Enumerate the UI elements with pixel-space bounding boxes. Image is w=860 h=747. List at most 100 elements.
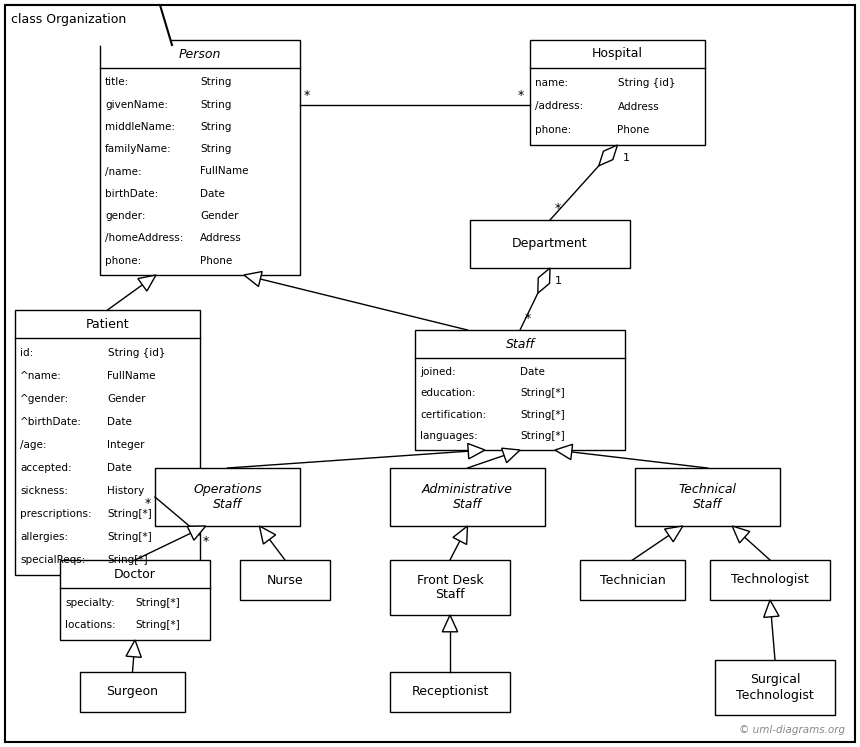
Text: 1: 1 [623, 153, 630, 163]
Text: gender:: gender: [105, 211, 145, 221]
Text: String {id}: String {id} [617, 78, 675, 88]
Text: birthDate:: birthDate: [105, 189, 158, 199]
Bar [100, 40, 300, 275]
Text: prescriptions:: prescriptions: [20, 509, 92, 519]
Text: FullName: FullName [108, 371, 156, 381]
Text: Hospital: Hospital [592, 48, 643, 61]
Bar [470, 220, 630, 268]
Text: © uml-diagrams.org: © uml-diagrams.org [739, 725, 845, 735]
Bar [580, 560, 685, 600]
Bar [390, 468, 545, 526]
Text: givenName:: givenName: [105, 100, 168, 110]
Text: /address:: /address: [535, 102, 583, 111]
Text: sickness:: sickness: [20, 486, 68, 496]
Polygon shape [538, 268, 550, 294]
Polygon shape [732, 526, 750, 543]
Text: specialty:: specialty: [65, 598, 114, 608]
Polygon shape [468, 444, 485, 459]
Text: Department: Department [513, 238, 588, 250]
Text: String[*]: String[*] [520, 409, 565, 420]
Bar [240, 560, 330, 600]
Text: Phone: Phone [617, 125, 650, 134]
Text: Surgical
Technologist: Surgical Technologist [736, 674, 814, 701]
Text: *: * [304, 89, 310, 102]
Text: String: String [200, 144, 231, 154]
Text: id:: id: [20, 348, 34, 358]
Text: *: * [518, 89, 525, 102]
Text: ^gender:: ^gender: [20, 394, 70, 404]
Text: education:: education: [420, 388, 476, 398]
Polygon shape [453, 526, 468, 545]
Polygon shape [501, 448, 520, 462]
Text: Technologist: Technologist [731, 574, 809, 586]
Text: Address: Address [200, 233, 242, 244]
Polygon shape [555, 444, 573, 459]
Text: Operations
Staff: Operations Staff [194, 483, 261, 511]
Text: phone:: phone: [105, 255, 141, 265]
Text: Administrative
Staff: Administrative Staff [422, 483, 513, 511]
Text: Address: Address [617, 102, 660, 111]
Text: String[*]: String[*] [135, 598, 180, 608]
Text: Receptionist: Receptionist [411, 686, 488, 698]
Bar [60, 560, 210, 640]
Polygon shape [5, 5, 172, 45]
Text: name:: name: [535, 78, 568, 88]
Text: Date: Date [520, 367, 545, 377]
Text: familyName:: familyName: [105, 144, 172, 154]
Text: specialReqs:: specialReqs: [20, 555, 85, 565]
Text: Technician: Technician [599, 574, 666, 586]
Text: Phone: Phone [200, 255, 232, 265]
Text: /name:: /name: [105, 167, 142, 176]
Bar [715, 660, 835, 715]
Text: joined:: joined: [420, 367, 456, 377]
Text: String[*]: String[*] [108, 509, 152, 519]
Text: Nurse: Nurse [267, 574, 304, 586]
Text: Gender: Gender [200, 211, 238, 221]
Text: /homeAddress:: /homeAddress: [105, 233, 183, 244]
Text: *: * [555, 202, 562, 215]
Text: ^name:: ^name: [20, 371, 62, 381]
Polygon shape [138, 275, 156, 291]
Bar [635, 468, 780, 526]
Bar [390, 560, 510, 615]
Text: *: * [145, 497, 151, 510]
Polygon shape [665, 526, 683, 542]
Polygon shape [187, 526, 206, 540]
Bar [15, 310, 200, 575]
Text: accepted:: accepted: [20, 463, 71, 473]
Text: Sring[*]: Sring[*] [108, 555, 148, 565]
Polygon shape [764, 600, 779, 617]
Polygon shape [442, 615, 458, 632]
Text: Patient: Patient [86, 317, 129, 330]
Polygon shape [599, 145, 617, 166]
Text: Person: Person [179, 48, 221, 61]
Text: String {id}: String {id} [108, 348, 165, 358]
Text: Date: Date [108, 463, 132, 473]
Text: Date: Date [200, 189, 224, 199]
Text: Staff: Staff [506, 338, 535, 350]
Text: History: History [108, 486, 144, 496]
Bar [415, 330, 625, 450]
Text: title:: title: [105, 78, 129, 87]
Bar [710, 560, 830, 600]
Text: /age:: /age: [20, 440, 46, 450]
Text: String[*]: String[*] [520, 431, 565, 441]
Text: String: String [200, 78, 231, 87]
Text: Surgeon: Surgeon [107, 686, 158, 698]
Text: ^birthDate:: ^birthDate: [20, 417, 82, 427]
Bar [155, 468, 300, 526]
Polygon shape [260, 526, 276, 544]
Text: Doctor: Doctor [114, 568, 156, 580]
Text: phone:: phone: [535, 125, 571, 134]
Text: Technical
Staff: Technical Staff [679, 483, 736, 511]
Text: Front Desk
Staff: Front Desk Staff [417, 574, 483, 601]
Text: String: String [200, 122, 231, 132]
Text: FullName: FullName [200, 167, 249, 176]
Text: certification:: certification: [420, 409, 486, 420]
Polygon shape [244, 272, 262, 287]
Text: String[*]: String[*] [108, 532, 152, 542]
Polygon shape [126, 640, 141, 657]
Text: Date: Date [108, 417, 132, 427]
Text: languages:: languages: [420, 431, 478, 441]
Text: allergies:: allergies: [20, 532, 68, 542]
